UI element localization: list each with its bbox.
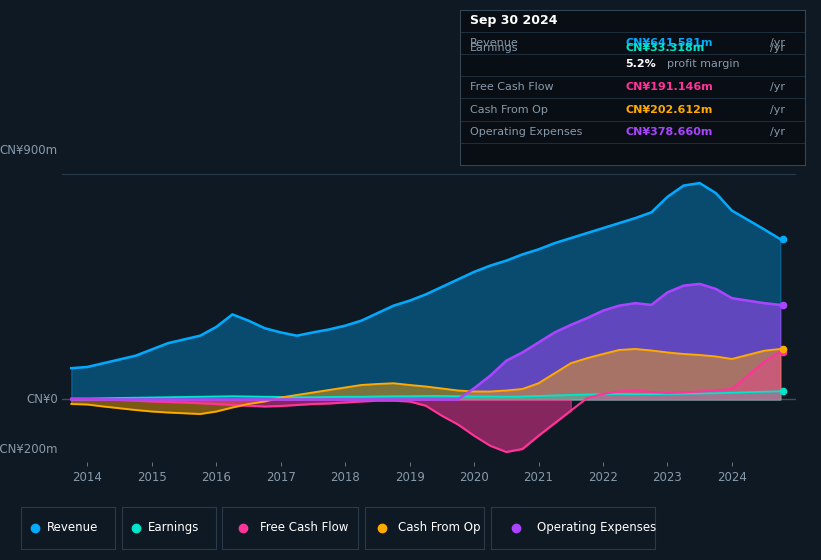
Text: CN¥33.318m: CN¥33.318m [626,43,704,53]
Text: Earnings: Earnings [148,521,200,534]
Text: CN¥0: CN¥0 [26,393,58,406]
Text: CN¥191.146m: CN¥191.146m [626,82,713,92]
Text: Operating Expenses: Operating Expenses [470,127,582,137]
Text: /yr: /yr [770,105,785,115]
Text: Sep 30 2024: Sep 30 2024 [470,14,557,27]
Text: Operating Expenses: Operating Expenses [537,521,656,534]
Text: CN¥641.581m: CN¥641.581m [626,38,713,48]
Text: Free Cash Flow: Free Cash Flow [470,82,553,92]
Text: /yr: /yr [770,127,785,137]
Text: profit margin: profit margin [667,59,739,68]
Text: /yr: /yr [770,43,785,53]
Text: Cash From Op: Cash From Op [398,521,480,534]
Text: Revenue: Revenue [47,521,99,534]
Text: -CN¥200m: -CN¥200m [0,443,58,456]
Text: /yr: /yr [770,38,785,48]
Text: Free Cash Flow: Free Cash Flow [260,521,349,534]
Text: CN¥900m: CN¥900m [0,144,58,157]
Text: 5.2%: 5.2% [626,59,656,68]
Text: CN¥378.660m: CN¥378.660m [626,127,713,137]
Text: Revenue: Revenue [470,38,519,48]
Text: CN¥202.612m: CN¥202.612m [626,105,713,115]
Text: /yr: /yr [770,82,785,92]
Text: Cash From Op: Cash From Op [470,105,548,115]
Text: Earnings: Earnings [470,43,519,53]
